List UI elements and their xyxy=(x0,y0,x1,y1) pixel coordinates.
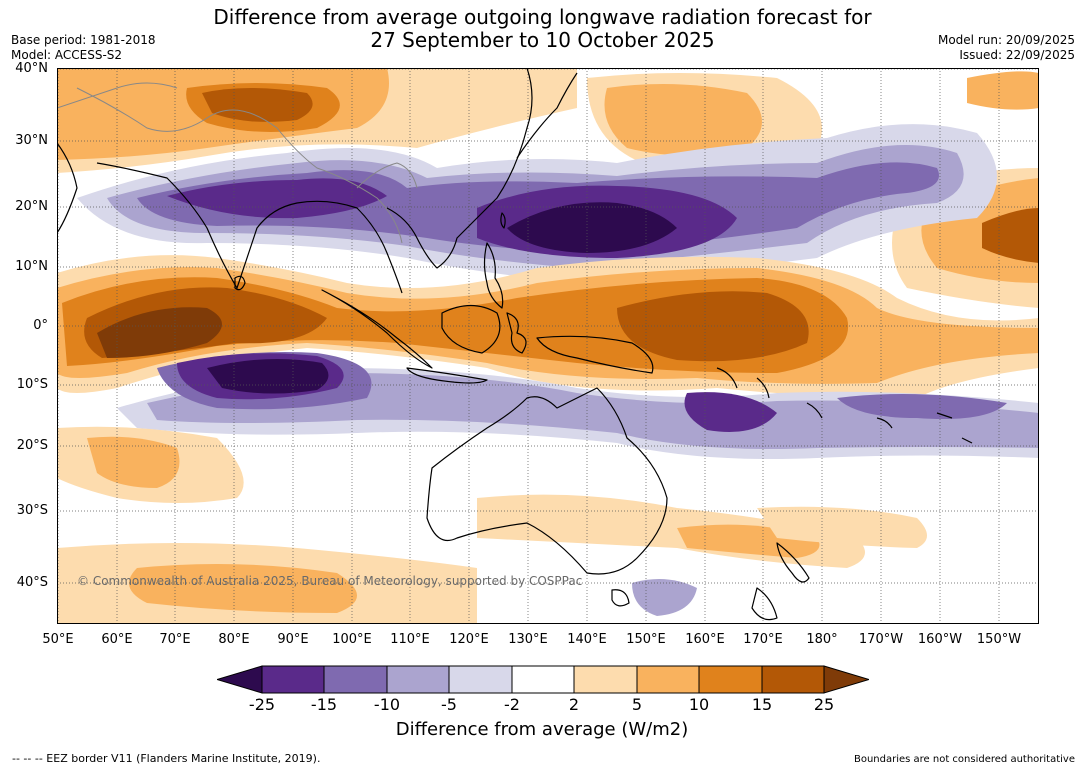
lon-label-120e: 120°E xyxy=(449,632,489,647)
colorbar-segment-1 xyxy=(262,666,324,693)
lon-label-180: 180° xyxy=(806,632,838,647)
lat-label-20s: 20°S xyxy=(16,438,48,453)
colorbar-min-extension xyxy=(217,665,263,694)
colorbar-tick: 15 xyxy=(751,695,773,714)
coastline-taiwan xyxy=(500,212,506,229)
coastline-philippines xyxy=(483,242,504,309)
colorbar-tick: -5 xyxy=(441,695,457,714)
map-frame xyxy=(57,68,1039,624)
coastline-sumatra xyxy=(321,289,433,369)
base-period-label: Base period: 1981-2018 xyxy=(11,33,156,47)
map-title-line2: 27 September to 10 October 2025 xyxy=(370,28,715,52)
coastline-japan xyxy=(516,72,578,159)
colorbar-segment-7 xyxy=(637,666,699,693)
lon-label-100e: 100°E xyxy=(332,632,372,647)
colorbar-segment-2 xyxy=(324,666,387,693)
boundaries-note: Boundaries are not considered authoritat… xyxy=(853,754,1075,765)
colorbar-segment-6 xyxy=(574,666,637,693)
lon-label-110e: 110°E xyxy=(390,632,430,647)
colorbar-tick: -15 xyxy=(310,695,338,714)
coastline-australia xyxy=(426,387,668,575)
colorbar-tick: 2 xyxy=(568,695,580,714)
model-run-label: Model run: 20/09/2025 xyxy=(937,33,1075,47)
map-title-line1: Difference from average outgoing longwav… xyxy=(213,5,872,29)
coastline-java xyxy=(406,367,488,384)
colorbar-segment-5 xyxy=(512,666,574,693)
lat-label-0: 0° xyxy=(33,318,48,333)
lat-label-30n: 30°N xyxy=(15,133,48,148)
colorbar-max-extension xyxy=(823,665,869,694)
negative-anomaly-core-south xyxy=(207,359,329,394)
lon-label-50e: 50°E xyxy=(42,632,74,647)
colorbar-segment-9 xyxy=(762,666,824,693)
lat-label-30s: 30°S xyxy=(16,503,48,518)
lon-label-150w: 150°W xyxy=(976,632,1022,647)
coastline-se-asia xyxy=(386,68,533,269)
colorbar-tick: 5 xyxy=(631,695,643,714)
issued-label: Issued: 22/09/2025 xyxy=(959,48,1075,62)
lat-label-10n: 10°N xyxy=(15,259,48,274)
map-copyright: © Commonwealth of Australia 2025, Bureau… xyxy=(77,574,582,588)
lon-label-160w: 160°W xyxy=(917,632,963,647)
coastline-new-guinea xyxy=(536,335,654,374)
lon-label-70e: 70°E xyxy=(159,632,191,647)
colorbar-tick: 25 xyxy=(813,695,835,714)
colorbar-tick: -25 xyxy=(248,695,276,714)
eez-border-note: -- -- -- EEZ border V11 (Flanders Marine… xyxy=(12,752,321,765)
lon-label-130e: 130°E xyxy=(508,632,548,647)
lat-label-40n: 40°N xyxy=(15,61,48,76)
lat-label-10s: 10°S xyxy=(16,377,48,392)
coastline-borneo xyxy=(441,304,501,354)
coastline-tasmania xyxy=(611,589,630,607)
model-label: Model: ACCESS-S2 xyxy=(11,48,123,62)
coastline-new-zealand xyxy=(751,542,810,621)
lat-label-20n: 20°N xyxy=(15,199,48,214)
lon-label-140e: 140°E xyxy=(567,632,607,647)
olr-anomaly-map: © Commonwealth of Australia 2025, Bureau… xyxy=(57,68,1039,624)
lon-label-80e: 80°E xyxy=(218,632,250,647)
negative-anomaly-core-north xyxy=(507,202,677,253)
coastlines xyxy=(57,68,973,621)
coastline-pacific-islands xyxy=(716,367,973,444)
colorbar xyxy=(217,665,869,694)
colorbar-tick: -10 xyxy=(373,695,401,714)
lon-label-160e: 160°E xyxy=(685,632,725,647)
colorbar-tick: 10 xyxy=(688,695,710,714)
colorbar-tick: -2 xyxy=(504,695,520,714)
anomaly-shading xyxy=(57,68,1039,624)
coastline-sulawesi xyxy=(506,312,527,354)
colorbar-title: Difference from average (W/m2) xyxy=(395,719,689,740)
lon-label-90e: 90°E xyxy=(277,632,309,647)
lat-label-40s: 40°S xyxy=(16,575,48,590)
lon-label-150e: 150°E xyxy=(626,632,666,647)
coastline-arabia-india xyxy=(57,142,403,294)
lon-label-60e: 60°E xyxy=(101,632,133,647)
lon-label-170w: 170°W xyxy=(858,632,904,647)
colorbar-segment-3 xyxy=(387,666,449,693)
colorbar-segment-4 xyxy=(449,666,512,693)
coastline-sri-lanka xyxy=(234,275,246,291)
boundaries xyxy=(57,82,418,244)
lon-label-170e: 170°E xyxy=(743,632,783,647)
colorbar-segment-8 xyxy=(699,666,762,693)
